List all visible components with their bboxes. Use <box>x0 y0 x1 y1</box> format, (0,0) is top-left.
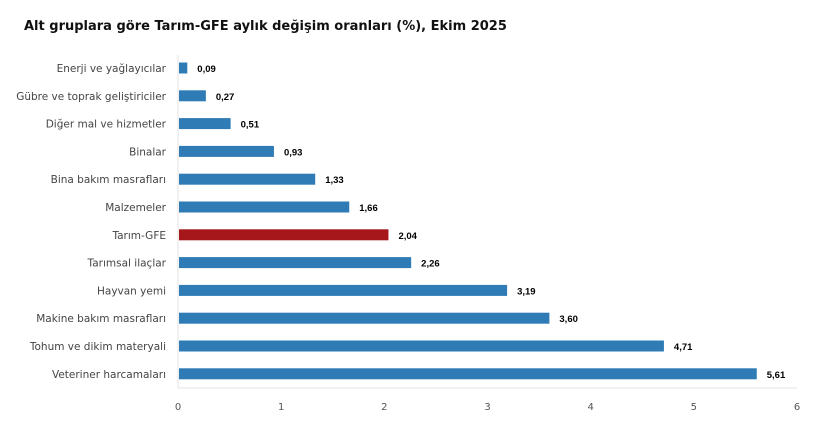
value-label: 3,60 <box>559 314 578 325</box>
value-label: 0,51 <box>241 120 260 131</box>
bar <box>179 340 664 352</box>
x-tick-label: 4 <box>587 402 593 413</box>
value-label: 2,26 <box>421 259 440 270</box>
category-label: Malzemeler <box>105 202 166 214</box>
x-tick-label: 0 <box>175 402 181 413</box>
bar <box>179 145 274 157</box>
value-label: 2,04 <box>398 231 417 242</box>
bar <box>179 312 550 324</box>
category-label: Tarımsal ilaçlar <box>87 258 167 270</box>
bar <box>179 201 350 213</box>
x-tick-label: 3 <box>484 402 490 413</box>
bar <box>179 368 757 380</box>
bar <box>179 90 206 102</box>
bar <box>179 118 231 130</box>
x-tick-label: 1 <box>278 402 284 413</box>
category-label: Enerji ve yağlayıcılar <box>57 63 167 75</box>
bar <box>179 62 188 74</box>
value-label: 3,19 <box>517 286 536 297</box>
value-label: 1,33 <box>325 175 344 186</box>
category-label: Tohum ve dikim materyali <box>29 341 166 353</box>
x-tick-label: 5 <box>691 402 697 413</box>
bar <box>179 257 412 269</box>
x-tick-label: 6 <box>794 402 800 413</box>
value-label: 4,71 <box>674 342 693 353</box>
value-label: 0,09 <box>197 64 216 75</box>
category-label: Makine bakım masrafları <box>36 313 166 325</box>
category-label: Diğer mal ve hizmetler <box>46 119 167 131</box>
value-label: 1,66 <box>359 203 378 214</box>
category-label: Bina bakım masrafları <box>51 174 166 186</box>
category-label: Binalar <box>129 146 167 158</box>
x-tick-label: 2 <box>381 402 387 413</box>
value-label: 0,93 <box>284 147 303 158</box>
category-label: Gübre ve toprak geliştiriciler <box>16 91 166 103</box>
bar <box>179 173 316 185</box>
value-label: 0,27 <box>216 92 235 103</box>
category-label: Hayvan yemi <box>97 285 166 297</box>
chart-title: Alt gruplara göre Tarım-GFE aylık değişi… <box>24 19 507 34</box>
bar <box>179 284 508 296</box>
category-label: Veteriner harcamaları <box>52 369 166 381</box>
bar <box>179 229 389 241</box>
category-label: Tarım-GFE <box>111 230 166 242</box>
value-label: 5,61 <box>767 370 786 381</box>
